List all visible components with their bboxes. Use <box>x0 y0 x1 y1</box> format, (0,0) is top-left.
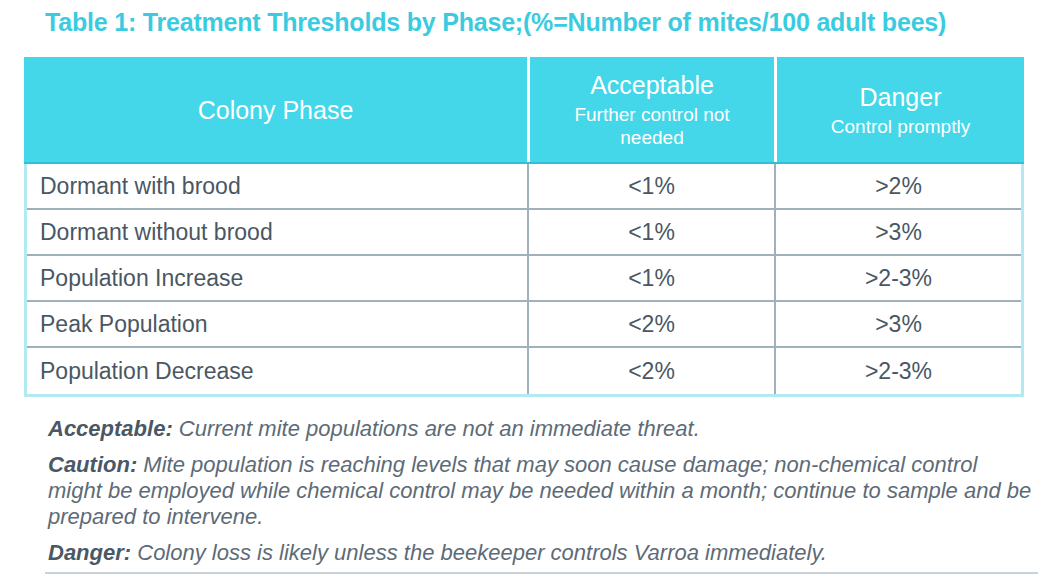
cell-acceptable: <2% <box>527 348 774 394</box>
cell-acceptable: <2% <box>527 302 774 346</box>
note-term: Danger: <box>48 540 131 565</box>
cell-phase: Dormant without brood <box>27 210 527 254</box>
column-header-sublabel: Control promptly <box>831 115 970 138</box>
note-text: Mite population is reaching levels that … <box>48 452 1031 529</box>
cell-acceptable: <1% <box>527 210 774 254</box>
footnotes: Acceptable: Current mite populations are… <box>48 416 1033 576</box>
cell-danger: >2% <box>774 164 1021 208</box>
column-header-label: Danger <box>860 82 942 112</box>
column-header-label: Acceptable <box>590 70 714 100</box>
note-text: Current mite populations are not an imme… <box>179 416 700 441</box>
cell-acceptable: <1% <box>527 256 774 300</box>
table-body: Dormant with brood <1% >2% Dormant witho… <box>24 164 1024 397</box>
column-header-label: Colony Phase <box>198 95 354 125</box>
cell-acceptable: <1% <box>527 164 774 208</box>
table-row: Dormant without brood <1% >3% <box>27 210 1021 256</box>
bottom-divider <box>45 572 1038 574</box>
note-caution: Caution: Mite population is reaching lev… <box>48 452 1033 530</box>
table-row: Peak Population <2% >3% <box>27 302 1021 348</box>
cell-phase: Dormant with brood <box>27 164 527 208</box>
note-danger: Danger: Colony loss is likely unless the… <box>48 540 1033 566</box>
cell-phase: Population Decrease <box>27 348 527 394</box>
cell-danger: >2-3% <box>774 256 1021 300</box>
cell-danger: >3% <box>774 210 1021 254</box>
treatment-thresholds-table: Colony Phase Acceptable Further control … <box>24 57 1024 397</box>
note-acceptable: Acceptable: Current mite populations are… <box>48 416 1033 442</box>
table-title: Table 1: Treatment Thresholds by Phase;(… <box>45 8 1025 37</box>
note-text: Colony loss is likely unless the beekeep… <box>137 540 827 565</box>
cell-phase: Peak Population <box>27 302 527 346</box>
cell-phase: Population Increase <box>27 256 527 300</box>
column-header-danger: Danger Control promptly <box>774 57 1024 162</box>
column-header-acceptable: Acceptable Further control not needed <box>527 57 774 162</box>
table-header-row: Colony Phase Acceptable Further control … <box>24 57 1024 164</box>
table-row: Population Increase <1% >2-3% <box>27 256 1021 302</box>
cell-danger: >3% <box>774 302 1021 346</box>
table-row: Dormant with brood <1% >2% <box>27 164 1021 210</box>
column-header-sublabel: Further control not needed <box>555 103 750 149</box>
table-row: Population Decrease <2% >2-3% <box>27 348 1021 394</box>
document-page: Table 1: Treatment Thresholds by Phase;(… <box>0 0 1050 578</box>
note-term: Acceptable: <box>48 416 173 441</box>
note-term: Caution: <box>48 452 137 477</box>
cell-danger: >2-3% <box>774 348 1021 394</box>
column-header-colony-phase: Colony Phase <box>24 57 527 162</box>
